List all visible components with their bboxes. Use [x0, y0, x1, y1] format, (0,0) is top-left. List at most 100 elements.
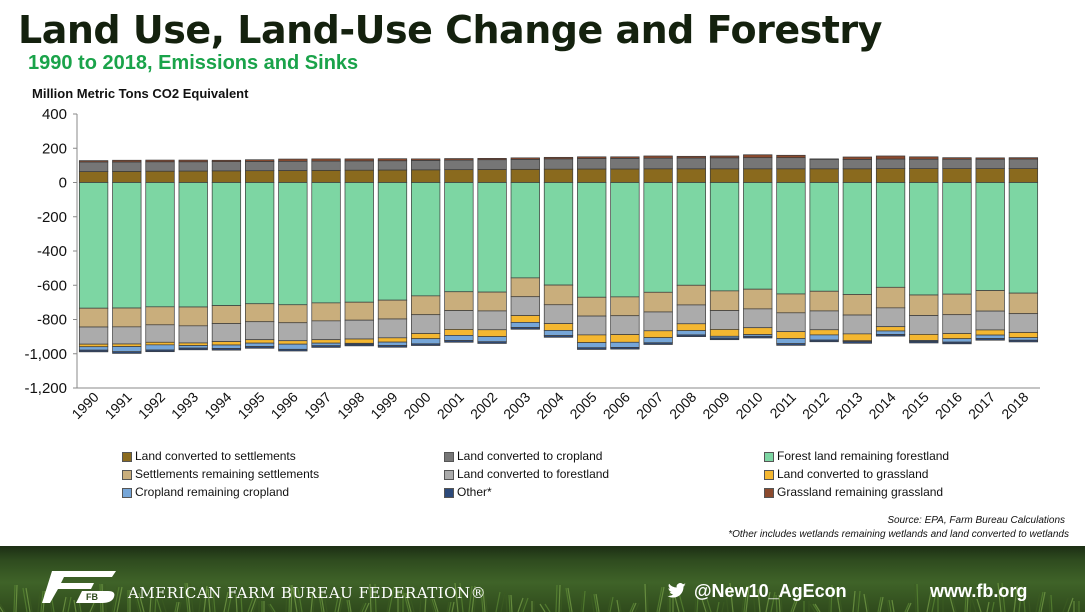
grass-blade — [0, 606, 4, 612]
grass-blade — [198, 585, 203, 612]
grass-blade — [926, 586, 933, 612]
bar-segment — [975, 168, 1005, 183]
bar-segment — [311, 160, 341, 171]
bar-segment — [311, 320, 341, 341]
y-tick-label: -1,000 — [24, 346, 67, 363]
grass-blade — [15, 584, 18, 612]
grass-blade — [891, 599, 895, 612]
grass-blade — [388, 586, 395, 612]
bar-segment — [245, 161, 275, 172]
bar-segment — [909, 334, 939, 341]
bar-segment — [809, 290, 839, 312]
y-tick-label: -1,200 — [24, 380, 67, 397]
grass-blade — [62, 596, 67, 612]
bar-segment — [975, 334, 1005, 339]
x-tick-label: 2005 — [566, 389, 599, 422]
bar-segment — [245, 321, 275, 341]
bar-segment — [112, 326, 142, 345]
bar-segment — [112, 161, 142, 172]
bar-segment — [145, 306, 175, 326]
grass-blade — [267, 603, 274, 612]
bar-segment — [278, 343, 308, 350]
y-tick-label: -800 — [37, 312, 67, 329]
twitter-handle-link[interactable]: @New10_AgEcon — [694, 581, 847, 601]
bar-segment — [975, 310, 1005, 331]
bar-segment — [145, 182, 175, 308]
website-link[interactable]: www.fb.org — [930, 581, 1028, 601]
bar-segment — [211, 348, 242, 351]
bar-segment — [909, 294, 939, 316]
bar-segment — [942, 158, 972, 169]
grass-blade — [629, 602, 635, 612]
bar-segment — [875, 334, 906, 337]
bar-segment — [510, 159, 540, 170]
legend-swatch — [122, 488, 132, 498]
legend-swatch — [122, 470, 132, 480]
grass-blade — [1040, 591, 1046, 612]
bar-segment — [577, 182, 607, 298]
grass-blade — [40, 590, 44, 612]
x-tick-label: 1999 — [367, 389, 400, 422]
bar-segment — [245, 342, 275, 347]
bar-segment — [178, 342, 208, 346]
grass-blade — [227, 591, 233, 612]
bar-segment — [112, 307, 142, 328]
grass-blade — [508, 594, 511, 612]
bar-segment — [211, 344, 242, 349]
bar-segment — [643, 168, 673, 183]
x-tick-label: 2011 — [766, 389, 799, 422]
grass-blade — [729, 582, 734, 612]
grass-blade — [408, 592, 415, 612]
bar-segment — [543, 168, 574, 183]
x-tick-label: 2007 — [633, 389, 666, 422]
y-tick-label: -600 — [37, 277, 67, 294]
y-tick-label: 0 — [59, 175, 67, 192]
bar-segment — [178, 159, 208, 163]
grass-blade — [879, 596, 884, 612]
bar-segment — [743, 168, 773, 183]
x-tick-label: 2012 — [799, 389, 832, 422]
bar-segment — [909, 168, 939, 183]
grass-blade — [371, 583, 374, 612]
x-tick-label: 1995 — [234, 389, 267, 422]
bar-segment — [577, 156, 607, 159]
x-tick-label: 2003 — [500, 389, 533, 422]
grass-blade — [701, 598, 707, 612]
bar-segment — [942, 314, 972, 334]
bar-segment — [112, 182, 142, 309]
bar-segment — [211, 182, 242, 306]
grass-blade — [809, 603, 816, 612]
grass-blade — [448, 601, 452, 612]
grass-blade — [976, 598, 982, 612]
bar-segment — [178, 161, 208, 172]
bar-segment — [676, 157, 706, 170]
grass-blade — [431, 598, 437, 612]
grass-blade — [91, 602, 97, 612]
grass-blade — [928, 586, 935, 612]
grass-blade — [111, 586, 118, 612]
grass-blade — [828, 584, 831, 612]
fb-logo-text: FB — [86, 592, 98, 602]
bar-segment — [78, 349, 109, 353]
grass-blade — [240, 594, 243, 612]
bar-segment — [842, 294, 872, 316]
bar-segment — [776, 293, 806, 314]
grass-blade — [288, 584, 291, 612]
bar-segment — [776, 157, 806, 170]
bar-segment — [809, 310, 839, 331]
bar-segment — [543, 335, 574, 338]
bar-segment — [975, 157, 1005, 160]
bar-segment — [78, 182, 109, 309]
bar-segment — [344, 338, 374, 344]
grass-blade — [295, 587, 301, 612]
bar-segment — [344, 182, 374, 303]
legend-swatch — [444, 452, 454, 462]
grass-blade — [500, 591, 506, 612]
bar-segment — [178, 306, 208, 327]
bar-segment — [245, 303, 275, 323]
bar-segment — [875, 168, 906, 183]
grass-blade — [247, 597, 254, 612]
bar-segment — [842, 159, 872, 170]
bar-segment — [875, 326, 906, 332]
grass-blade — [374, 583, 377, 612]
